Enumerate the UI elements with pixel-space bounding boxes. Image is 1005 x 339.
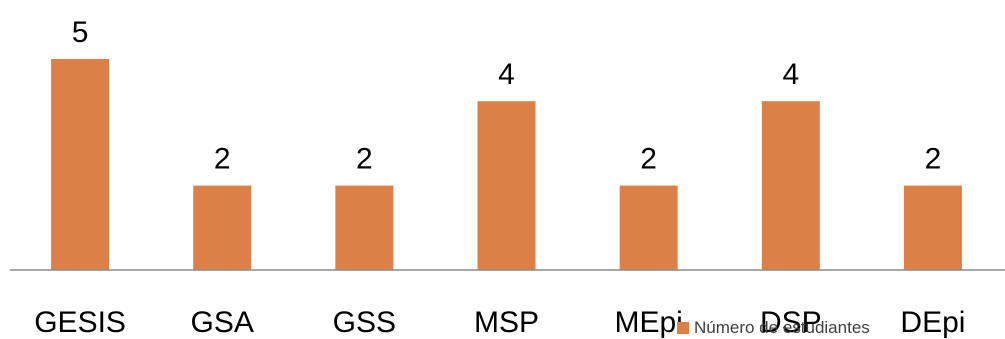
category-labels-group: GESIS GSA GSS MSP MEpi DSP DEpi [34,306,965,339]
legend: Número de estudiantes [677,318,870,337]
category-label-dsp: DSP [760,306,822,339]
bars-group [51,59,962,270]
data-label-depi: 2 [925,143,942,176]
category-label-msp: MSP [474,306,539,339]
category-label-depi: DEpi [900,306,965,339]
data-label-gss: 2 [356,143,373,176]
data-label-dsp: 4 [782,58,799,91]
bar-msp [477,101,536,270]
category-label-gsa: GSA [191,306,254,339]
bar-gss [335,185,394,270]
legend-label: Número de estudiantes [694,318,870,337]
data-label-gesis: 5 [72,16,89,49]
bar-gesis [51,59,110,270]
bar-depi [903,185,962,270]
data-label-msp: 4 [498,58,515,91]
data-label-gsa: 2 [214,143,231,176]
bar-gsa [193,185,252,270]
legend-swatch [677,322,689,334]
category-label-gss: GSS [333,306,396,339]
bar-mepi [619,185,678,270]
data-labels-group: 5 2 2 4 2 4 2 [72,16,942,176]
bar-dsp [761,101,820,270]
category-label-gesis: GESIS [34,306,126,339]
category-label-mepi: MEpi [614,306,682,339]
data-label-mepi: 2 [640,143,657,176]
